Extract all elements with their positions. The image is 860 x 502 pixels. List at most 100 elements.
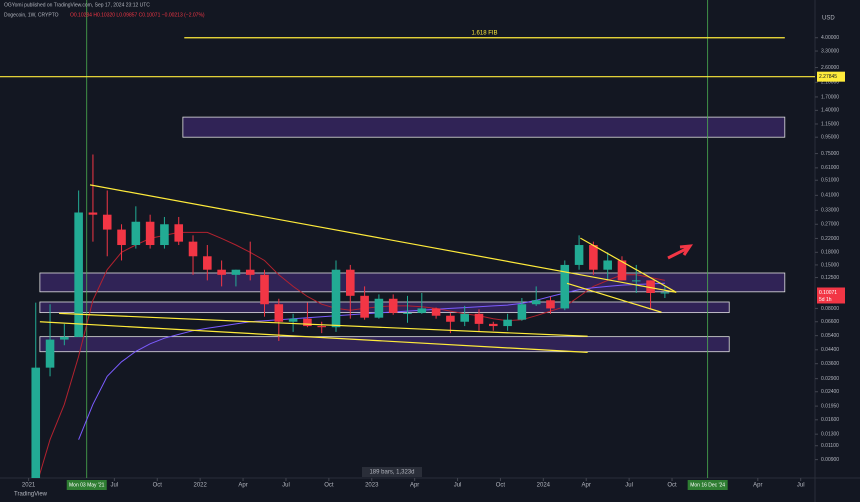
x-tick-label: 2023 <box>365 483 379 489</box>
candle-body <box>503 319 512 327</box>
candle-body <box>260 274 269 305</box>
x-tick-label: Oct <box>324 483 334 489</box>
candle-body <box>431 308 441 316</box>
y-tick-label: 3.30000 <box>821 48 839 54</box>
y-tick-label: 2.10000 <box>821 80 839 86</box>
trendline <box>89 184 677 293</box>
price-label: 0.10071 <box>819 290 837 296</box>
arrow <box>667 244 694 260</box>
y-tick-label: 0.41000 <box>821 193 839 199</box>
candle-body <box>102 214 112 230</box>
y-tick-label: 0.18000 <box>821 250 839 256</box>
zone <box>182 116 786 138</box>
candle-body <box>88 212 98 215</box>
x-tick-label: Apr <box>238 483 247 489</box>
y-tick-label: 0.02400 <box>821 389 839 395</box>
x-tick-label: Oct <box>153 483 163 489</box>
y-tick-label: 0.02900 <box>821 376 839 382</box>
candle-body <box>346 269 355 296</box>
candle-body <box>417 308 427 313</box>
x-tick-label: 2021 <box>22 483 36 489</box>
candle-body <box>74 212 83 337</box>
symbol: Dogecoin, 1W, CRYPTO <box>4 12 59 18</box>
marker-label: Mon 03 May '21 <box>69 482 105 488</box>
publisher: OGYomi published on TradingView.com, Sep… <box>4 2 150 8</box>
y-tick-label: 0.51000 <box>821 178 839 184</box>
candle-body <box>31 367 41 478</box>
candle-body <box>145 221 155 246</box>
marker-label: Mon 16 Dec '24 <box>690 482 725 488</box>
fib-label: 1.618 FIB <box>472 30 498 36</box>
y-tick-label: 0.05400 <box>821 333 839 339</box>
y-tick-label: 0.01950 <box>821 403 839 409</box>
candle-body <box>288 318 298 322</box>
candle-body <box>589 245 598 270</box>
candle-body <box>188 241 198 257</box>
candle-body <box>546 300 555 309</box>
y-tick-label: 0.08000 <box>821 306 839 312</box>
y-tick-label: 1.40000 <box>821 108 839 114</box>
candle-body <box>617 260 627 281</box>
x-tick-label: Jul <box>797 483 805 489</box>
marker-label-box <box>66 480 107 490</box>
candle-body <box>331 269 341 328</box>
y-tick-label: 0.95000 <box>821 135 839 141</box>
level-label-box <box>817 71 845 82</box>
x-tick-label: Apr <box>582 483 591 489</box>
candle-body <box>231 269 241 275</box>
trendline <box>59 312 588 337</box>
candle-body <box>317 326 326 328</box>
candle-body <box>474 313 484 324</box>
candle-body <box>274 304 284 322</box>
candle-body <box>660 292 670 294</box>
candle-body <box>603 260 612 270</box>
y-tick-label: 0.15000 <box>821 262 839 268</box>
y-tick-label: 0.01100 <box>821 443 839 449</box>
candle-body <box>574 245 584 265</box>
x-tick-label: Jul <box>625 483 633 489</box>
plot-area <box>0 0 815 478</box>
y-tick-label: 1.70000 <box>821 94 839 100</box>
candle-body <box>374 298 384 318</box>
candle-body <box>245 269 255 275</box>
bars-count: 189 bars, 1,323d <box>369 470 414 476</box>
countdown: 5d 1h <box>819 297 832 303</box>
x-tick-label: 2022 <box>193 483 207 489</box>
candle-body <box>60 336 69 340</box>
trendline <box>566 282 662 313</box>
x-tick-label: Apr <box>410 483 419 489</box>
y-tick-label: 0.22000 <box>821 236 839 242</box>
candle-body <box>131 221 141 246</box>
zone <box>39 336 730 353</box>
y-tick-label: 0.01600 <box>821 417 839 423</box>
y-tick-label: 0.03600 <box>821 361 839 367</box>
candle-body <box>403 312 412 314</box>
candle-body <box>460 313 469 322</box>
watermark: TradingView <box>14 492 48 498</box>
candle-body <box>446 315 455 322</box>
candle-body <box>388 298 398 313</box>
x-tick-label: Jul <box>454 483 462 489</box>
y-tick-label: 0.61000 <box>821 165 839 171</box>
candle-body <box>303 318 312 327</box>
x-tick-label: 2024 <box>537 483 551 489</box>
trendline <box>580 237 677 293</box>
marker-label-box <box>687 480 728 490</box>
x-tick-label: Oct <box>667 483 677 489</box>
candle-body <box>631 280 641 282</box>
y-tick-label: 0.12500 <box>821 275 839 281</box>
candle-body <box>646 280 655 293</box>
candle-body <box>560 264 570 309</box>
level-label: 2.27845 <box>819 74 837 80</box>
currency: USD <box>822 16 835 22</box>
candle-body <box>517 304 527 320</box>
y-tick-label: 0.06600 <box>821 319 839 325</box>
y-tick-label: 0.00900 <box>821 457 839 463</box>
y-tick-label: 2.60000 <box>821 65 839 71</box>
bars-box <box>362 467 422 477</box>
candle-body <box>160 224 169 246</box>
y-tick-label: 0.33000 <box>821 208 839 214</box>
x-tick-label: Apr <box>753 483 762 489</box>
